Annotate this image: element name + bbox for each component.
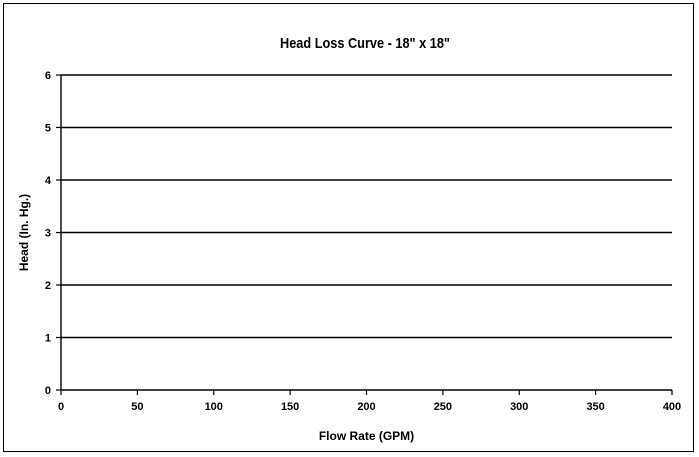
x-tick-label-400: 400 xyxy=(663,401,681,413)
chart-frame xyxy=(3,3,694,452)
x-tick-group: 0 50 100 150 200 250 300 350 400 xyxy=(58,390,681,413)
y-tick-label-0: 0 xyxy=(45,385,51,397)
x-tick-label-100: 100 xyxy=(205,401,223,413)
y-tick-label-3: 3 xyxy=(45,228,51,240)
x-tick-label-350: 350 xyxy=(586,401,604,413)
y-axis-title: Head (In. Hg.) xyxy=(17,194,31,271)
y-tick-label-5: 5 xyxy=(45,123,51,135)
y-tick-label-6: 6 xyxy=(45,70,51,82)
chart-title: Head Loss Curve - 18" x 18" xyxy=(280,34,450,51)
y-tick-label-4: 4 xyxy=(45,175,52,187)
y-tick-label-1: 1 xyxy=(45,333,51,345)
x-axis-title: Flow Rate (GPM) xyxy=(319,429,414,443)
x-tick-label-200: 200 xyxy=(357,401,375,413)
y-tick-group: 0 1 2 3 4 5 6 xyxy=(45,70,61,397)
y-tick-label-2: 2 xyxy=(45,280,51,292)
x-tick-label-0: 0 xyxy=(58,401,64,413)
x-tick-label-250: 250 xyxy=(434,401,452,413)
x-tick-label-50: 50 xyxy=(131,401,143,413)
gridlines xyxy=(61,74,672,339)
x-tick-label-300: 300 xyxy=(510,401,528,413)
x-tick-label-150: 150 xyxy=(281,401,299,413)
